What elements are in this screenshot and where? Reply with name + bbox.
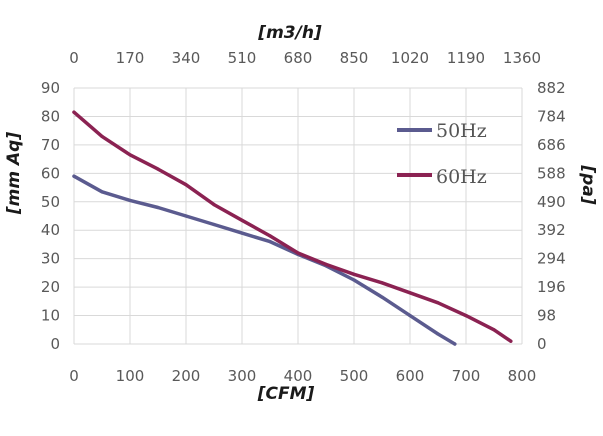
y-tick-label: 30 — [41, 250, 60, 268]
y2-tick-label: 98 — [537, 307, 556, 325]
data-point-50hz — [128, 198, 132, 202]
data-point-60hz — [128, 153, 132, 157]
data-point-50hz — [352, 278, 356, 282]
data-point-50hz — [453, 342, 457, 346]
x2-tick-label: 0 — [69, 49, 79, 67]
x2-tick-label: 680 — [284, 49, 313, 67]
tick-layer: 0010017020034030051040068050085060010207… — [41, 49, 566, 385]
data-point-60hz — [100, 134, 104, 138]
data-point-50hz — [240, 231, 244, 235]
data-point-50hz — [380, 295, 384, 299]
y2-tick-label: 490 — [537, 193, 566, 211]
data-point-50hz — [72, 174, 76, 178]
y-tick-label: 90 — [41, 79, 60, 97]
y2-tick-label: 588 — [537, 164, 566, 182]
data-point-60hz — [509, 339, 513, 343]
x2-tick-label: 510 — [228, 49, 257, 67]
data-point-50hz — [184, 214, 188, 218]
y2-tick-label: 196 — [537, 278, 566, 296]
y2-tick-label: 294 — [537, 250, 566, 268]
x2-tick-label: 170 — [116, 49, 145, 67]
data-point-50hz — [408, 314, 412, 318]
x2-tick-label: 850 — [340, 49, 369, 67]
data-point-60hz — [212, 203, 216, 207]
y-tick-label: 80 — [41, 107, 60, 125]
y2-tick-label: 392 — [537, 221, 566, 239]
data-point-60hz — [492, 328, 496, 332]
legend-label-50hz: 50Hz — [436, 120, 487, 142]
data-point-60hz — [408, 291, 412, 295]
data-point-60hz — [296, 251, 300, 255]
legend-label-60hz: 60Hz — [436, 166, 487, 188]
data-point-60hz — [352, 272, 356, 276]
y-tick-label: 40 — [41, 221, 60, 239]
data-point-60hz — [156, 167, 160, 171]
x2-axis-title: [m3/h] — [257, 23, 322, 43]
data-point-60hz — [268, 234, 272, 238]
y-tick-label: 10 — [41, 307, 60, 325]
data-point-50hz — [212, 222, 216, 227]
data-point-50hz — [100, 190, 104, 194]
x-tick-label: 400 — [284, 367, 313, 385]
x-tick-label: 500 — [340, 367, 369, 385]
x2-tick-label: 1360 — [503, 49, 541, 67]
y-axis-title: [mm Aq] — [4, 132, 24, 215]
y2-tick-label: 882 — [537, 79, 566, 97]
x-axis-title: [CFM] — [257, 384, 315, 404]
series-line-60hz — [72, 110, 513, 343]
data-point-60hz — [436, 301, 440, 305]
data-point-50hz — [436, 332, 440, 336]
x-tick-label: 800 — [508, 367, 537, 385]
y-tick-label: 0 — [50, 335, 60, 353]
x-tick-label: 600 — [396, 367, 425, 385]
data-point-60hz — [72, 110, 76, 114]
x-tick-label: 700 — [452, 367, 481, 385]
y-tick-label: 50 — [41, 193, 60, 211]
data-point-60hz — [240, 218, 244, 222]
x2-tick-label: 1190 — [447, 49, 485, 67]
series-layer — [72, 110, 513, 346]
y2-tick-label: 784 — [537, 107, 566, 125]
y-tick-label: 70 — [41, 136, 60, 154]
y2-tick-label: 686 — [537, 136, 566, 154]
y-tick-label: 60 — [41, 164, 60, 182]
data-point-60hz — [464, 314, 468, 318]
data-point-50hz — [156, 205, 160, 210]
x-tick-label: 200 — [172, 367, 201, 385]
data-point-50hz — [268, 240, 272, 244]
x-tick-label: 300 — [228, 367, 257, 385]
y2-axis-title: [pa] — [578, 164, 598, 204]
data-point-60hz — [324, 262, 328, 266]
x2-tick-label: 340 — [172, 49, 201, 67]
legend: 50Hz 60Hz — [397, 120, 487, 188]
x-tick-label: 0 — [69, 367, 79, 385]
grid-layer — [73, 87, 523, 345]
data-point-60hz — [184, 183, 188, 187]
x2-tick-label: 1020 — [391, 49, 429, 67]
data-point-60hz — [380, 281, 384, 285]
y-tick-label: 20 — [41, 278, 60, 296]
y2-tick-label: 0 — [537, 335, 547, 353]
x-tick-label: 100 — [116, 367, 145, 385]
